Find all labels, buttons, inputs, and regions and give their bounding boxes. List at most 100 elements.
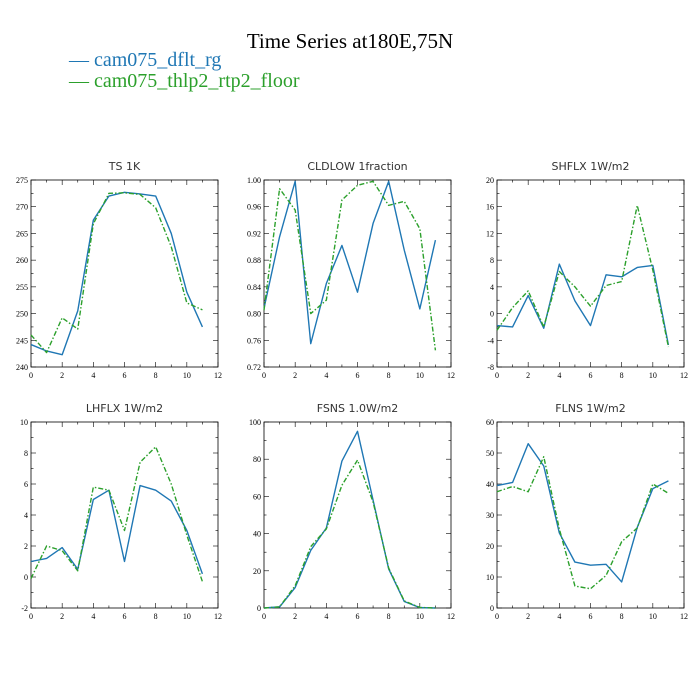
x-tick-label: 2 xyxy=(526,371,530,380)
x-tick-label: 12 xyxy=(214,371,222,380)
panel-title: LHFLX 1W/m2 xyxy=(86,402,163,415)
series-line-thlp2-rtp2-floor xyxy=(30,446,204,582)
x-tick-label: 4 xyxy=(557,612,561,621)
y-tick-label: 0.92 xyxy=(247,229,261,238)
plot-frame xyxy=(30,179,219,368)
panel-title: FSNS 1.0W/m2 xyxy=(317,402,399,415)
y-tick-label: 8 xyxy=(24,449,28,458)
y-tick-label: 270 xyxy=(16,203,28,212)
y-tick-label: 10 xyxy=(486,573,494,582)
x-tick-label: 0 xyxy=(262,612,266,621)
x-tick-label: 4 xyxy=(91,612,95,621)
series-line-dflt-rg xyxy=(496,443,669,583)
y-tick-label: 0.84 xyxy=(247,283,261,292)
x-tick-label: 2 xyxy=(293,371,297,380)
y-tick-label: -4 xyxy=(487,336,494,345)
y-tick-label: 260 xyxy=(16,256,28,265)
y-tick-label: 245 xyxy=(16,336,28,345)
y-tick-label: 0.96 xyxy=(247,203,261,212)
y-tick-label: -2 xyxy=(21,604,28,613)
y-tick-label: 60 xyxy=(253,492,261,501)
x-tick-label: 8 xyxy=(154,612,158,621)
panel-title: TS 1K xyxy=(108,160,141,173)
x-tick-label: 6 xyxy=(123,371,127,380)
y-tick-label: 275 xyxy=(16,176,28,185)
series-line-dflt-rg xyxy=(263,180,437,345)
x-tick-label: 10 xyxy=(416,371,424,380)
y-tick-label: 60 xyxy=(486,418,494,427)
x-tick-label: 10 xyxy=(416,612,424,621)
y-tick-label: -8 xyxy=(487,363,494,372)
y-tick-label: 100 xyxy=(249,418,261,427)
x-tick-label: 2 xyxy=(526,612,530,621)
series-line-dflt-rg xyxy=(263,430,436,609)
y-tick-label: 0 xyxy=(490,310,494,319)
y-tick-label: 0 xyxy=(490,604,494,613)
page-title: Time Series at180E,75N xyxy=(246,29,454,53)
chart-panel-4: FSNS 1.0W/m2 0 2 4 6 8 10 12 0 20 40 60 80 100 xyxy=(249,402,455,621)
plot-frame xyxy=(30,421,219,609)
x-tick-label: 12 xyxy=(447,371,455,380)
series-line-thlp2-rtp2-floor xyxy=(30,192,203,354)
y-tick-label: 4 xyxy=(490,283,494,292)
x-tick-label: 6 xyxy=(589,612,593,621)
plot-frame xyxy=(263,421,452,609)
y-tick-label: 1.00 xyxy=(247,176,261,185)
y-tick-label: 0.80 xyxy=(247,310,261,319)
x-tick-label: 0 xyxy=(495,371,499,380)
x-tick-label: 6 xyxy=(356,612,360,621)
x-tick-label: 8 xyxy=(387,612,391,621)
y-tick-label: 20 xyxy=(253,567,261,576)
y-tick-label: 16 xyxy=(486,203,494,212)
y-tick-label: 255 xyxy=(16,283,28,292)
chart-panel-1: CLDLOW 1fraction 0 2 4 6 8 10 12 0.72 0.76 0.80 0.8… xyxy=(247,160,455,380)
y-tick-label: 0 xyxy=(257,604,261,613)
series-line-thlp2-rtp2-floor xyxy=(496,456,669,590)
x-tick-label: 6 xyxy=(356,371,360,380)
panel-title: FLNS 1W/m2 xyxy=(555,402,625,415)
x-tick-label: 6 xyxy=(123,612,127,621)
y-tick-label: 0 xyxy=(24,573,28,582)
y-tick-label: 40 xyxy=(486,480,494,489)
x-tick-label: 4 xyxy=(557,371,561,380)
series-line-thlp2-rtp2-floor xyxy=(263,459,436,609)
y-tick-label: 0.88 xyxy=(247,256,261,265)
legend-entry-dflt: — cam075_dflt_rg xyxy=(69,49,222,71)
x-tick-label: 12 xyxy=(680,612,688,621)
plot-frame xyxy=(496,179,685,368)
panel-title: CLDLOW 1fraction xyxy=(307,160,407,173)
series-line-dflt-rg xyxy=(30,191,204,356)
y-tick-label: 40 xyxy=(253,530,261,539)
y-tick-label: 265 xyxy=(16,229,28,238)
y-tick-label: 4 xyxy=(24,511,28,520)
x-tick-label: 8 xyxy=(154,371,158,380)
y-tick-label: 50 xyxy=(486,449,494,458)
series-line-thlp2-rtp2-floor xyxy=(263,180,437,351)
y-tick-label: 0.72 xyxy=(247,363,261,372)
y-tick-label: 30 xyxy=(486,511,494,520)
x-tick-label: 0 xyxy=(29,612,33,621)
x-tick-label: 10 xyxy=(183,371,191,380)
y-tick-label: 10 xyxy=(20,418,28,427)
y-tick-label: 12 xyxy=(486,229,494,238)
x-tick-label: 4 xyxy=(324,612,328,621)
y-tick-label: 20 xyxy=(486,176,494,185)
x-tick-label: 10 xyxy=(183,612,191,621)
y-tick-label: 250 xyxy=(16,310,28,319)
y-tick-label: 80 xyxy=(253,455,261,464)
x-tick-label: 12 xyxy=(447,612,455,621)
x-tick-label: 0 xyxy=(29,371,33,380)
legend-entry-thlp2: — cam075_thlp2_rtp2_floor xyxy=(69,70,300,92)
x-tick-label: 8 xyxy=(387,371,391,380)
chart-panel-2: SHFLX 1W/m2 0 2 4 6 8 10 12 -8 -4 0 4 8 12 16 20 xyxy=(486,160,688,380)
x-tick-label: 0 xyxy=(495,612,499,621)
panel-title: SHFLX 1W/m2 xyxy=(551,160,629,173)
x-tick-label: 8 xyxy=(620,371,624,380)
x-tick-label: 0 xyxy=(262,371,266,380)
x-tick-label: 10 xyxy=(649,612,657,621)
chart-panel-0: TS 1K 0 2 4 6 8 10 12 240 245 250 255 260 265 270 275 xyxy=(16,160,222,380)
x-tick-label: 4 xyxy=(324,371,328,380)
series-line-dflt-rg xyxy=(30,484,204,575)
y-tick-label: 0.76 xyxy=(247,336,261,345)
